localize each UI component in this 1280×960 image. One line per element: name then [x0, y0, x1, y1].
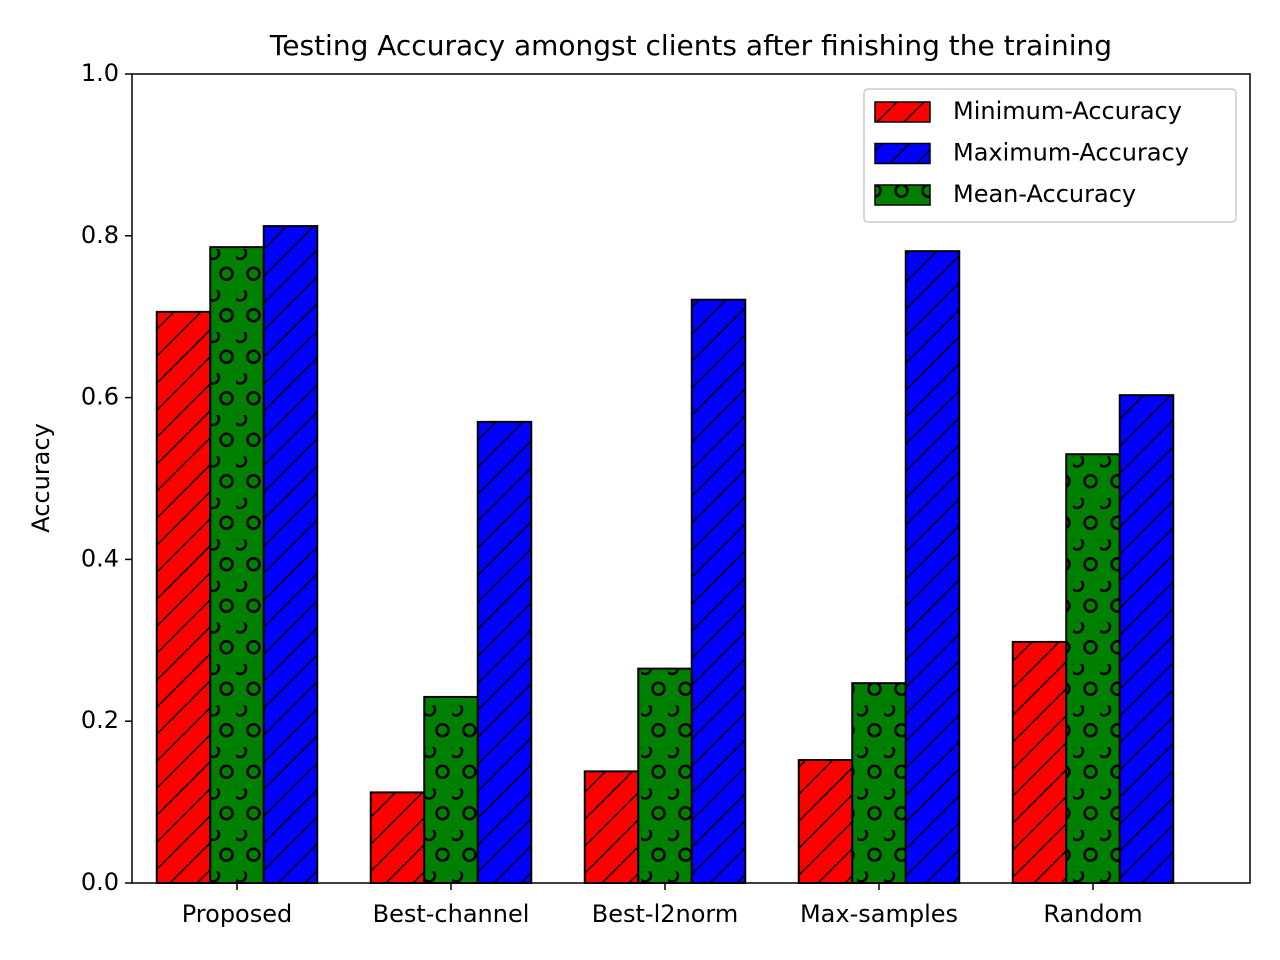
x-tick-label: Best-channel — [373, 900, 530, 928]
bar-hatch — [423, 695, 479, 884]
legend: Minimum-Accuracy Maximum-Accuracy Mean-Acc… — [863, 88, 1237, 223]
legend-label: Mean-Accuracy — [953, 180, 1136, 208]
axes-frame — [131, 73, 1251, 884]
bar-hatch — [262, 225, 319, 885]
bar — [262, 225, 319, 885]
bar-hatch — [209, 246, 265, 885]
legend-swatch-hatch — [874, 101, 931, 123]
bar-hatch — [1118, 394, 1175, 884]
x-tick-label: Best-l2norm — [592, 900, 738, 928]
legend-label: Maximum-Accuracy — [953, 139, 1189, 167]
bar-hatch — [583, 770, 640, 884]
bar — [1011, 640, 1068, 885]
bar — [476, 420, 533, 884]
bar-hatch — [904, 250, 961, 884]
y-axis-label: Accuracy — [27, 423, 55, 533]
bar-hatch — [369, 791, 426, 885]
bar — [690, 298, 747, 884]
bar-hatch — [476, 420, 533, 884]
bar — [1118, 394, 1175, 884]
x-tick-label: Random — [1043, 900, 1142, 928]
bar-hatch — [690, 298, 747, 884]
bar — [369, 791, 426, 885]
y-tick-label: 0.6 — [81, 383, 119, 411]
y-tick-label: 1.0 — [81, 59, 119, 87]
y-tick-label: 0.8 — [81, 221, 119, 249]
y-tick-label: 0.4 — [81, 544, 119, 572]
y-tick-label: 0.2 — [81, 706, 119, 734]
bar-hatch — [851, 682, 907, 884]
bar — [797, 759, 854, 884]
bar — [904, 250, 961, 884]
bar — [851, 682, 907, 884]
bar — [209, 246, 265, 885]
bar — [1065, 453, 1121, 884]
bar — [423, 695, 479, 884]
legend-swatch-hatch — [874, 184, 931, 206]
plot-area — [155, 225, 1175, 885]
bar-hatch — [1065, 453, 1121, 884]
bar — [637, 667, 693, 884]
bar — [583, 770, 640, 884]
legend-label: Minimum-Accuracy — [953, 97, 1182, 125]
bar — [155, 310, 212, 884]
chart-title: Testing Accuracy amongst clients after f… — [269, 29, 1112, 62]
legend-swatch-hatch — [874, 142, 931, 165]
bar-hatch — [155, 310, 212, 884]
bar-hatch — [637, 667, 693, 884]
legend-box — [863, 88, 1237, 223]
x-tick-label: Max-samples — [800, 900, 958, 928]
bar-hatch — [1011, 640, 1068, 885]
y-tick-label: 0.0 — [81, 868, 119, 896]
x-tick-label: Proposed — [182, 900, 293, 928]
bar-hatch — [797, 759, 854, 884]
